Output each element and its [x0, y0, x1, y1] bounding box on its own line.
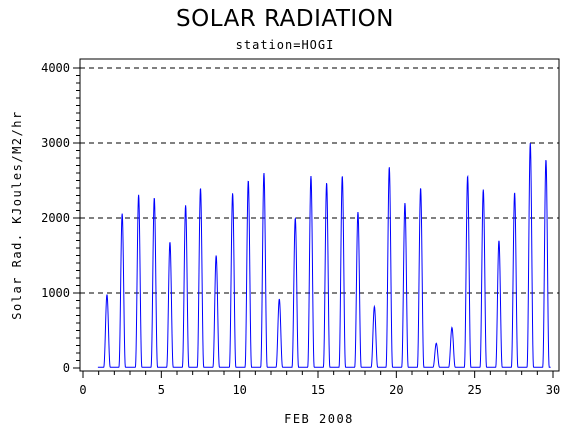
data-point [545, 158, 547, 160]
y-tick-label: 1000 [41, 286, 70, 300]
data-point [388, 166, 390, 168]
data-point [231, 192, 233, 194]
data-point [184, 204, 186, 206]
series-line [97, 142, 551, 368]
data-point [106, 293, 108, 295]
x-tick-label: 15 [311, 383, 325, 397]
data-point [451, 326, 453, 328]
data-point [373, 305, 375, 307]
data-point [137, 194, 139, 196]
y-tick-label: 3000 [41, 136, 70, 150]
data-point [466, 175, 468, 177]
data-point [153, 197, 155, 199]
data-point [247, 179, 249, 181]
data-point [325, 182, 327, 184]
x-axis-label: FEB 2008 [284, 412, 354, 426]
data-point [121, 212, 123, 214]
x-tick-label: 10 [232, 383, 246, 397]
y-tick-label: 2000 [41, 211, 70, 225]
data-point [199, 187, 201, 189]
x-tick-label: 5 [158, 383, 165, 397]
data-point [294, 217, 296, 219]
data-point [169, 241, 171, 243]
x-tick-label: 0 [79, 383, 86, 397]
plot-frame [79, 58, 560, 372]
y-tick-label: 4000 [41, 61, 70, 75]
y-axis-ticks: 0 1000 2000 3000 4000 [41, 61, 80, 375]
data-point [404, 202, 406, 204]
y-tick-label: 0 [63, 361, 70, 375]
data-series [97, 142, 551, 368]
data-point [482, 188, 484, 190]
data-point [419, 187, 421, 189]
data-point [310, 175, 312, 177]
data-point [435, 342, 437, 344]
data-point [341, 175, 343, 177]
x-axis-ticks: 0 5 10 15 20 25 30 [79, 371, 560, 397]
x-tick-label: 25 [467, 383, 481, 397]
data-point [215, 254, 217, 256]
x-tick-label: 20 [389, 383, 403, 397]
grid-lines [80, 67, 559, 294]
chart-title: SOLAR RADIATION [176, 6, 394, 32]
data-point [278, 298, 280, 300]
y-axis-label: Solar Rad. KJoules/M2/hr [10, 110, 24, 319]
data-point [357, 211, 359, 213]
chart-subtitle: station=HOGI [235, 38, 335, 52]
data-point [263, 172, 265, 174]
x-tick-label: 30 [546, 383, 560, 397]
data-point [513, 191, 515, 193]
data-point [529, 142, 531, 144]
data-point [498, 239, 500, 241]
